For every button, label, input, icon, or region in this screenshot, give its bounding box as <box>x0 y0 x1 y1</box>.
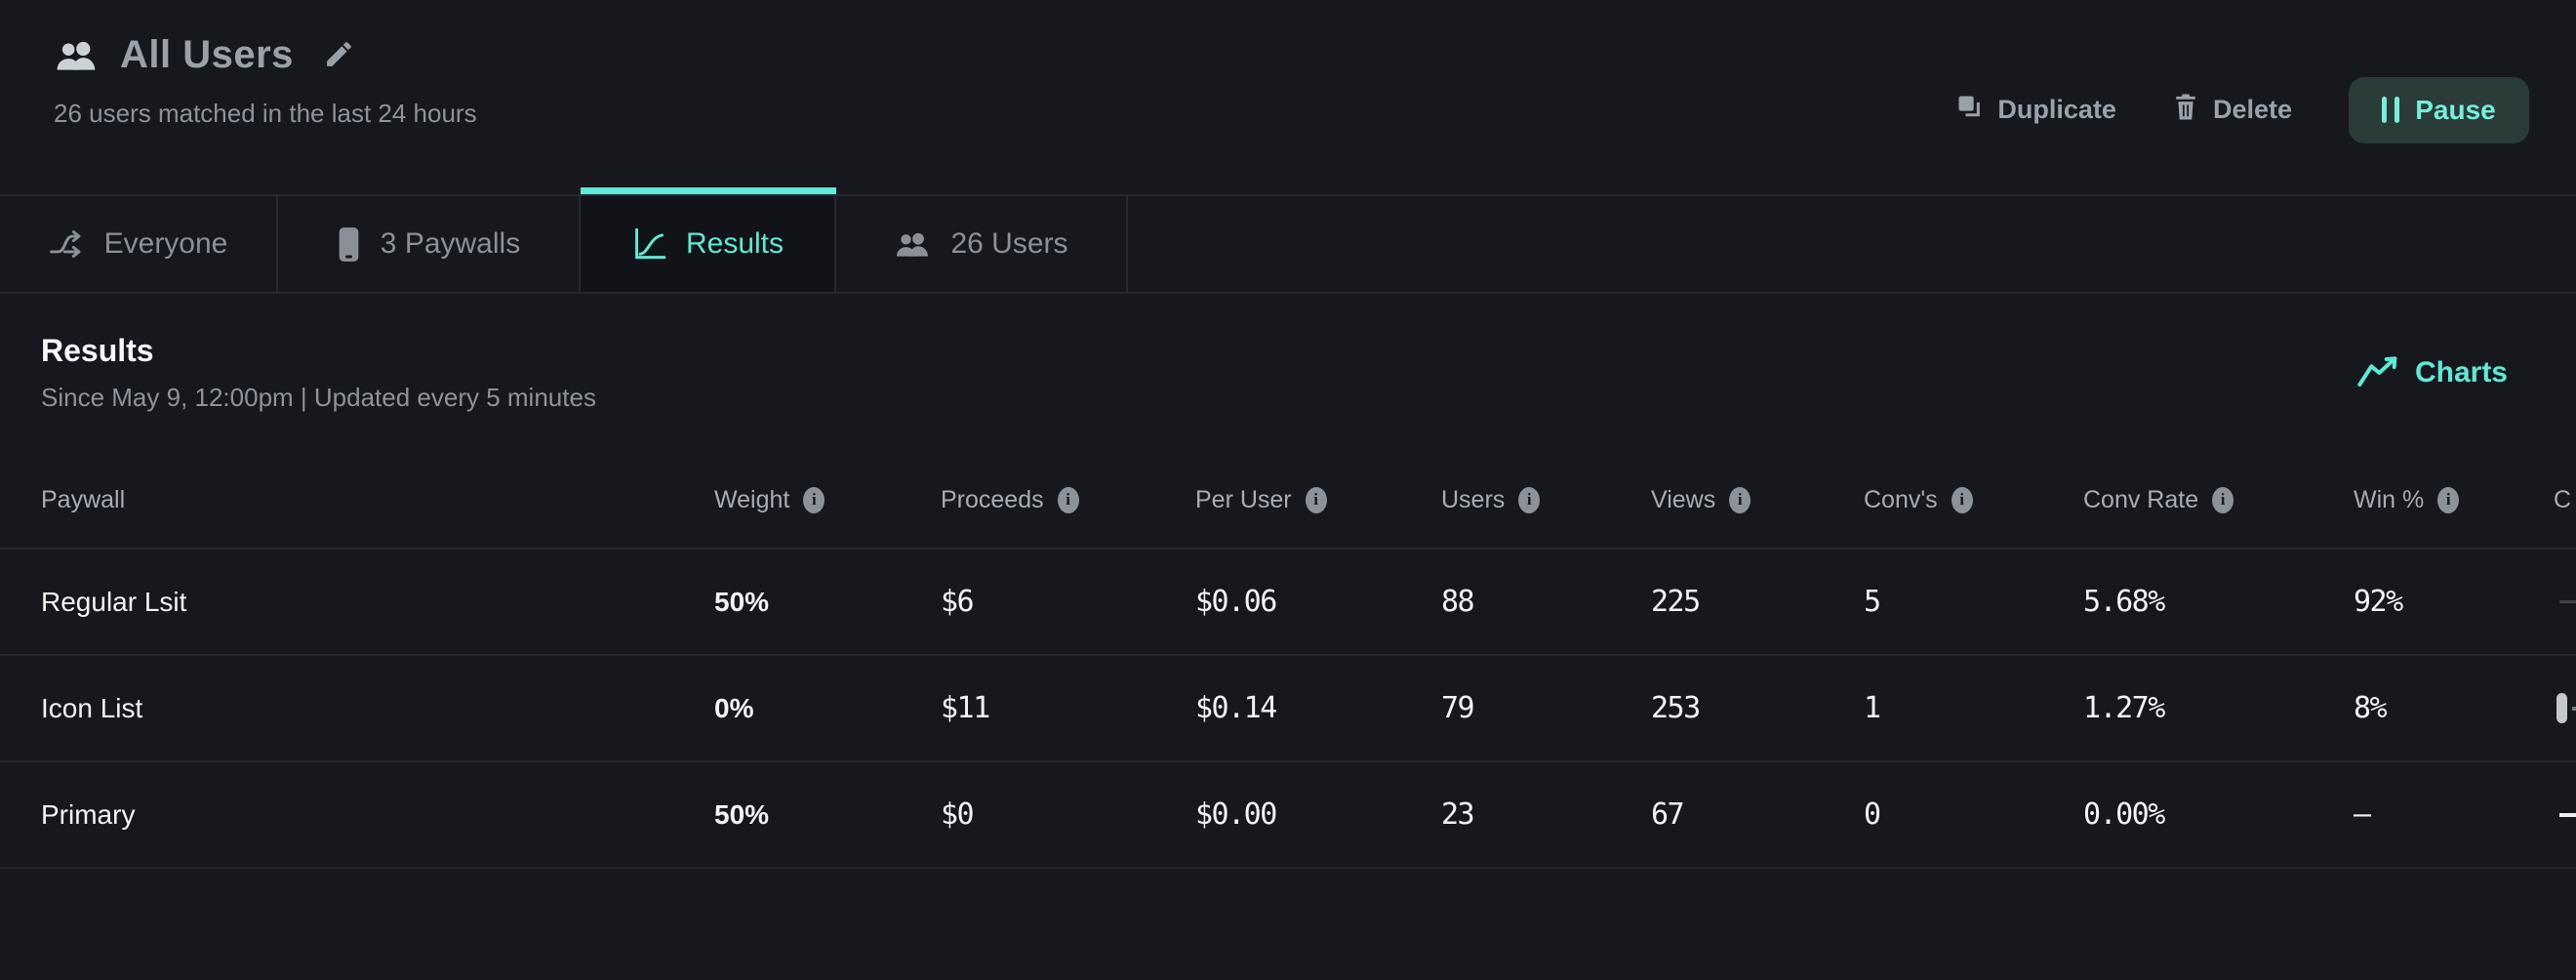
weight-cell: 50% <box>714 798 770 830</box>
page-header: All Users 26 users matched in the last 2… <box>0 0 2576 194</box>
paywall-name: Regular Lsit <box>41 586 187 617</box>
conv-rate-cell: 5.68% <box>2083 585 2165 619</box>
info-icon[interactable]: i <box>1057 486 1079 513</box>
col-paywall: Paywall <box>41 485 126 513</box>
tab-bar: Everyone 3 Paywalls Results 26 Users <box>0 187 2576 294</box>
views-cell: 253 <box>1651 691 1701 725</box>
info-icon[interactable]: i <box>803 486 825 513</box>
phone-icon <box>337 226 361 263</box>
per-user-cell: $0.14 <box>1195 691 1277 725</box>
pause-icon <box>2382 97 2400 123</box>
weight-cell: 50% <box>714 586 770 617</box>
users-icon <box>894 230 931 259</box>
col-win-pct: Win % i <box>2354 486 2554 514</box>
duplicate-label: Duplicate <box>1997 95 2116 124</box>
info-icon[interactable]: i <box>1729 486 1751 513</box>
proceeds-cell: $11 <box>941 691 990 725</box>
results-subheading: Since May 9, 12:00pm | Updated every 5 m… <box>41 383 596 412</box>
delete-button[interactable]: Delete <box>2173 93 2292 128</box>
pause-label: Pause <box>2415 94 2496 125</box>
conf-interval-cell <box>2554 693 2576 723</box>
chart-zigzag-icon <box>2356 349 2399 396</box>
proceeds-cell: $0 <box>941 797 975 832</box>
conf-interval-cell <box>2554 812 2576 817</box>
convs-cell: 1 <box>1864 691 1881 725</box>
table-row[interactable]: Primary 50% $0 $0.00 23 67 0 0.00% – <box>0 762 2576 869</box>
charts-label: Charts <box>2414 356 2508 388</box>
convs-cell: 5 <box>1864 585 1881 619</box>
pencil-icon <box>323 38 355 73</box>
duplicate-button[interactable]: Duplicate <box>1955 93 2116 127</box>
tab-users[interactable]: 26 Users <box>836 196 1128 292</box>
tab-results[interactable]: Results <box>581 187 836 292</box>
paywall-name: Icon List <box>41 692 143 723</box>
per-user-cell: $0.00 <box>1195 797 1277 832</box>
tab-label: Everyone <box>103 227 228 260</box>
table-header-row: Paywall Weight i Proceeds i Per User i User… <box>0 452 2576 550</box>
col-proceeds: Proceeds i <box>941 486 1195 514</box>
tab-label: 26 Users <box>950 227 1068 260</box>
col-conv-rate: Conv Rate i <box>2083 486 2354 514</box>
tab-paywalls[interactable]: 3 Paywalls <box>278 196 581 292</box>
col-convs: Conv's i <box>1864 486 2083 514</box>
info-icon[interactable]: i <box>1305 486 1327 513</box>
results-heading: Results <box>41 333 154 368</box>
table-row[interactable]: Icon List 0% $11 $0.14 79 253 1 1.27% 8% <box>0 656 2576 762</box>
views-cell: 225 <box>1651 585 1701 619</box>
conv-rate-cell: 0.00% <box>2083 797 2165 832</box>
results-table: Paywall Weight i Proceeds i Per User i User… <box>0 452 2576 869</box>
conv-rate-cell: 1.27% <box>2083 691 2165 725</box>
col-per-user: Per User i <box>1195 486 1441 514</box>
trash-icon <box>2173 93 2198 128</box>
users-cell: 79 <box>1441 691 1475 725</box>
win-pct-cell: 92% <box>2354 585 2403 619</box>
chart-curve-icon <box>631 227 666 261</box>
tab-everyone[interactable]: Everyone <box>0 196 278 292</box>
col-views: Views i <box>1651 486 1864 514</box>
weight-cell: 0% <box>714 692 754 723</box>
table-row[interactable]: Regular Lsit 50% $6 $0.06 88 225 5 5.68%… <box>0 550 2576 656</box>
duplicate-icon <box>1955 93 1983 127</box>
proceeds-cell: $6 <box>941 585 975 619</box>
users-cell: 88 <box>1441 585 1475 619</box>
charts-button[interactable]: Charts <box>2356 349 2508 396</box>
conf-interval-cell <box>2554 600 2576 603</box>
results-header: Results Since May 9, 12:00pm | Updated e… <box>0 294 2576 452</box>
win-pct-cell: – <box>2354 797 2371 832</box>
users-icon <box>54 39 99 72</box>
views-cell: 67 <box>1651 797 1685 832</box>
users-cell: 23 <box>1441 797 1475 832</box>
paywall-name: Primary <box>41 798 136 830</box>
page-title: All Users <box>120 33 294 76</box>
win-pct-cell: 8% <box>2354 691 2388 725</box>
col-weight: Weight i <box>714 486 941 514</box>
conf-interval-dash <box>2559 812 2576 817</box>
info-icon[interactable]: i <box>1951 486 1973 513</box>
col-conf-clipped: C <box>2554 485 2572 513</box>
col-users: Users i <box>1441 486 1651 514</box>
conf-interval-marker <box>2556 693 2576 723</box>
branch-arrows-icon <box>49 227 85 261</box>
matched-users-subtitle: 26 users matched in the last 24 hours <box>54 99 477 128</box>
per-user-cell: $0.06 <box>1195 585 1277 619</box>
conf-interval-line <box>2559 600 2576 603</box>
pause-button[interactable]: Pause <box>2349 76 2529 143</box>
info-icon[interactable]: i <box>2437 486 2460 513</box>
edit-title-button[interactable] <box>323 38 355 73</box>
convs-cell: 0 <box>1864 797 1881 832</box>
tab-label: 3 Paywalls <box>380 227 521 260</box>
tab-label: Results <box>685 227 785 260</box>
delete-label: Delete <box>2212 95 2292 124</box>
info-icon[interactable]: i <box>1518 486 1541 513</box>
info-icon[interactable]: i <box>2212 486 2234 513</box>
